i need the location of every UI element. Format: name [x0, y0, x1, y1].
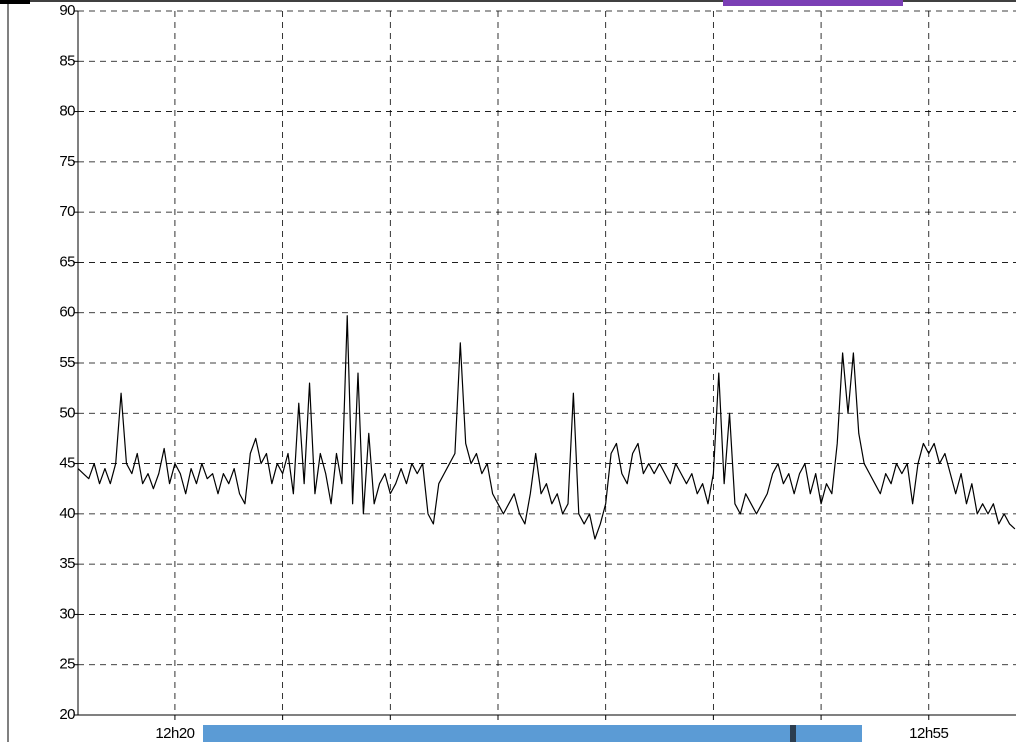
y-tick-label: 55 [59, 354, 75, 371]
image-detail [790, 725, 796, 742]
y-tick-label: 25 [59, 656, 75, 673]
data-line [77, 315, 1016, 540]
y-tick-label: 85 [59, 52, 75, 69]
y-tick-label: 65 [59, 253, 75, 270]
y-tick-label: 90 [59, 2, 75, 19]
y-tick-label: 50 [59, 404, 75, 421]
y-tick-label: 80 [59, 103, 75, 120]
y-tick-label: 30 [59, 605, 75, 622]
y-tick-label: 75 [59, 153, 75, 170]
purple-tab [723, 0, 903, 6]
image-strip [203, 725, 862, 742]
y-tick-label: 35 [59, 555, 75, 572]
y-tick-label: 70 [59, 203, 75, 220]
y-tick-label: 20 [59, 706, 75, 723]
y-tick-label: 40 [59, 505, 75, 522]
x-tick-label: 12h55 [909, 725, 948, 742]
y-tick-label: 45 [59, 455, 75, 472]
x-tick-label: 12h20 [155, 725, 194, 742]
top-bar [0, 0, 30, 4]
y-tick-label: 60 [59, 304, 75, 321]
